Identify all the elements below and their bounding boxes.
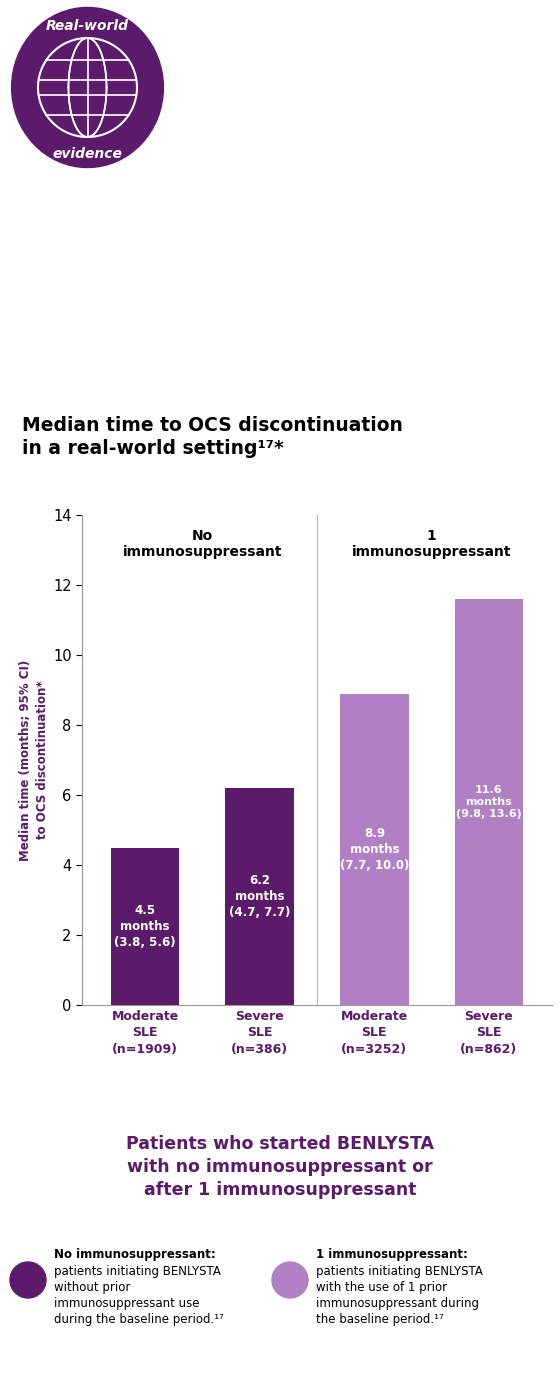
Text: 1 immunosuppressant:: 1 immunosuppressant: [316,1247,468,1261]
Text: Moderate
SLE
(n=3252): Moderate SLE (n=3252) [340,1011,408,1056]
Y-axis label: Median time (months; 95% CI)
to OCS discontinuation*: Median time (months; 95% CI) to OCS disc… [19,659,49,861]
Text: No
immunosuppressant: No immunosuppressant [123,529,282,559]
Text: 6.2
months
(4.7, 7.7): 6.2 months (4.7, 7.7) [229,874,291,918]
Ellipse shape [12,7,164,168]
Bar [225,788,294,1005]
Text: 8.9
months
(7.7, 10.0): 8.9 months (7.7, 10.0) [339,827,409,872]
Text: Patients who started BENLYSTA
with no immunosuppressant or
after 1 immunosuppres: Patients who started BENLYSTA with no im… [126,1135,434,1198]
Text: 11.6
months
(9.8, 13.6): 11.6 months (9.8, 13.6) [456,784,522,819]
Text: Severe
SLE
(n=386): Severe SLE (n=386) [231,1011,288,1056]
Text: 1
immunosuppressant: 1 immunosuppressant [352,529,511,559]
Text: evidence: evidence [53,147,123,161]
Text: 4.5
months
(3.8, 5.6): 4.5 months (3.8, 5.6) [114,904,176,949]
Text: Moderate
SLE
(n=1909): Moderate SLE (n=1909) [111,1011,179,1056]
Bar [455,599,524,1005]
Text: Median time to OCS discontinuation
in a real-world setting¹⁷*: Median time to OCS discontinuation in a … [22,416,403,458]
Text: Severe
SLE
(n=862): Severe SLE (n=862) [460,1011,517,1056]
Circle shape [10,1261,46,1298]
Bar [340,693,409,1005]
Text: patients initiating BENLYSTA
with the use of 1 prior
immunosuppressant during
th: patients initiating BENLYSTA with the us… [316,1266,483,1326]
Circle shape [272,1261,308,1298]
Text: No immunosuppressant:: No immunosuppressant: [54,1247,216,1261]
Text: Real-world: Real-world [46,20,129,34]
Text: patients initiating BENLYSTA
without prior
immunosuppressant use
during the base: patients initiating BENLYSTA without pri… [54,1266,224,1326]
Bar [111,847,179,1005]
Text: Median time of OCS
discontinuation
was decreased in early
initiators compared to: Median time of OCS discontinuation was d… [22,225,308,344]
